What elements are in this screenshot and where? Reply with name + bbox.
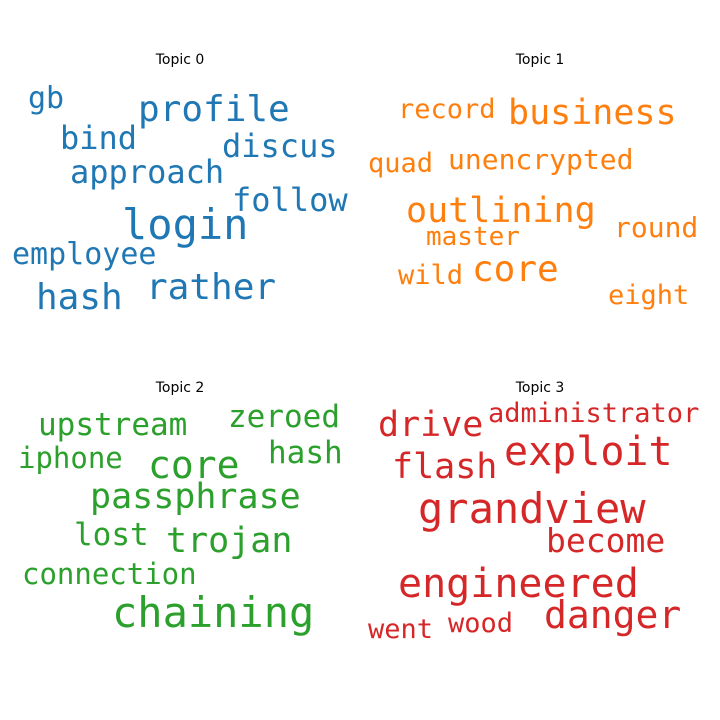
topic-2-word-chaining: chaining	[112, 588, 315, 637]
topic-0-word-login: login	[122, 200, 249, 249]
topic-1-word-master: master	[426, 222, 520, 252]
topic-0-word-profile: profile	[138, 89, 290, 130]
topic-2-word-upstream: upstream	[38, 407, 188, 443]
topic-2-word-passphrase: passphrase	[90, 477, 301, 517]
topic-3-word-grandview: grandview	[418, 484, 646, 533]
topic-2-word-hash: hash	[268, 435, 343, 471]
topic-0-word-discus: discus	[222, 127, 338, 165]
topic-2-word-lost: lost	[74, 517, 149, 553]
topic-0-word-gb: gb	[28, 81, 65, 116]
topic-0-word-bind: bind	[60, 119, 138, 157]
topic-3-word-danger: danger	[544, 593, 682, 637]
topic-1-word-outlining: outlining	[406, 191, 596, 231]
topic-0-title: Topic 0	[155, 52, 205, 68]
topic-2-word-connection: connection	[22, 557, 197, 591]
topic-1-word-core: core	[472, 249, 559, 290]
topic-2-panel: Topic 2 upstream zeroed iphone core hash…	[0, 328, 360, 688]
topic-1-word-round: round	[614, 211, 699, 244]
topic-3-word-become: become	[546, 521, 666, 560]
topic-0-word-approach: approach	[70, 153, 225, 191]
topic-1-word-eight: eight	[608, 280, 690, 311]
topic-2-word-iphone: iphone	[18, 441, 123, 475]
topic-0-panel: Topic 0 gb profile bind discus approach …	[0, 0, 360, 360]
topic-1-word-business: business	[508, 93, 677, 133]
topic-1-panel: Topic 1 record business quad unencrypted…	[360, 0, 720, 360]
topic-0-word-hash: hash	[36, 277, 123, 318]
topic-0-word-rather: rather	[146, 267, 277, 308]
topic-3-panel: Topic 3 drive administrator exploit flas…	[360, 328, 720, 688]
topic-3-word-exploit: exploit	[504, 429, 673, 475]
topic-3-word-wood: wood	[448, 608, 514, 639]
topic-2-word-zeroed: zeroed	[228, 399, 340, 435]
topic-0-word-employee: employee	[12, 237, 157, 272]
topic-1-title: Topic 1	[515, 52, 565, 68]
topic-1-word-quad: quad	[368, 148, 434, 179]
topic-0-word-follow: follow	[232, 181, 348, 219]
topic-3-title: Topic 3	[515, 380, 565, 396]
topic-3-word-administrator: administrator	[488, 398, 700, 429]
topic-3-word-went: went	[368, 614, 434, 645]
topic-3-word-drive: drive	[378, 405, 484, 445]
topic-3-word-flash: flash	[392, 447, 498, 487]
topic-2-title: Topic 2	[155, 380, 205, 396]
topic-1-word-unencrypted: unencrypted	[448, 143, 634, 176]
topic-2-word-core: core	[148, 443, 240, 487]
topic-3-word-engineered: engineered	[398, 561, 639, 607]
topic-1-word-wild: wild	[398, 260, 464, 291]
topic-2-word-trojan: trojan	[166, 521, 293, 561]
topic-1-word-record: record	[398, 94, 496, 125]
